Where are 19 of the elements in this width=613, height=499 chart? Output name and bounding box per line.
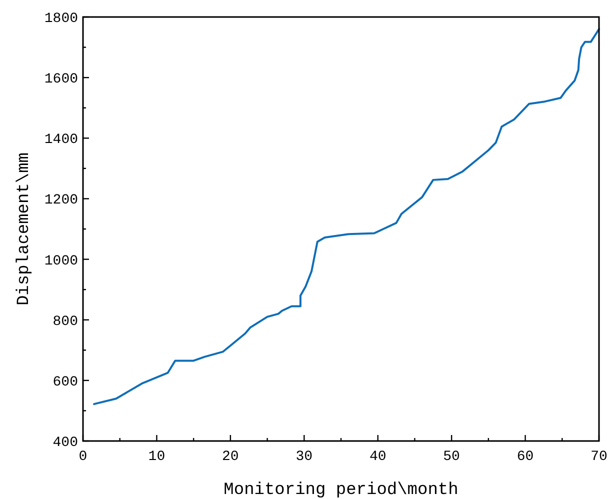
y-tick-label: 1800 <box>44 11 78 27</box>
x-tick-label: 50 <box>443 449 460 465</box>
y-tick-label: 1000 <box>44 253 78 270</box>
y-tick-label: 600 <box>52 374 78 390</box>
y-tick-label: 800 <box>52 314 78 330</box>
y-tick-label: 400 <box>52 435 78 451</box>
x-axis-title: Monitoring period\month <box>224 481 458 499</box>
y-tick-label: 1600 <box>44 72 78 88</box>
x-tick-label: 30 <box>296 449 313 465</box>
x-tick-label: 20 <box>222 449 239 465</box>
x-tick-label: 60 <box>516 449 534 465</box>
x-tick-label: 70 <box>590 449 608 465</box>
y-tick-label: 1400 <box>44 132 78 148</box>
x-tick-label: 10 <box>148 449 166 465</box>
y-tick-label: 1200 <box>44 192 78 209</box>
y-axis-title: Displacement\mm <box>15 152 34 306</box>
line-series <box>93 28 600 406</box>
x-tick-label: 40 <box>369 449 386 465</box>
x-tick-label: 0 <box>78 449 88 465</box>
